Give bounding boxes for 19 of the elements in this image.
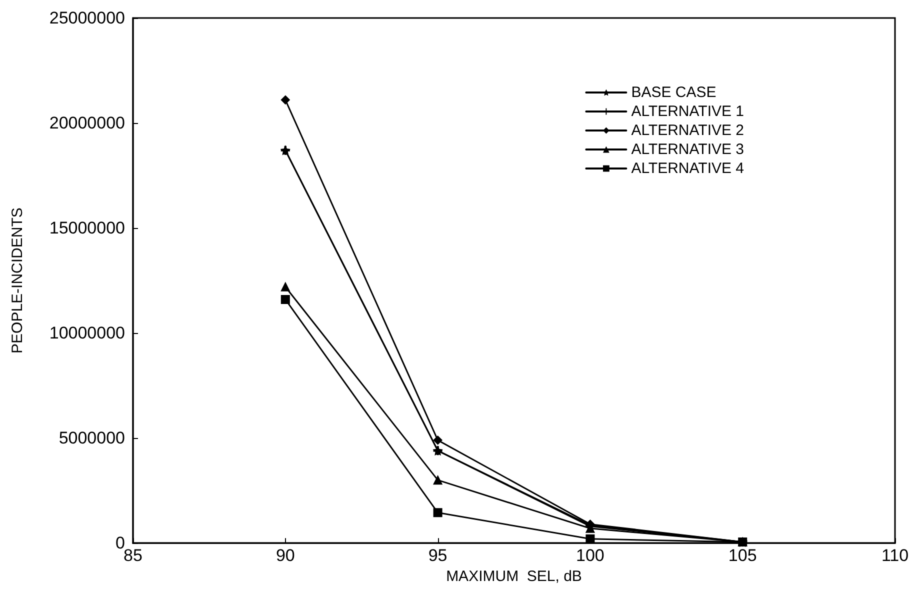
x-tick-label: 110 xyxy=(881,546,909,566)
y-tick-label: 5000000 xyxy=(58,428,125,448)
x-axis-title: MAXIMUM SEL, dB xyxy=(446,568,582,585)
x-tick-label: 100 xyxy=(576,546,604,566)
y-tick-label: 20000000 xyxy=(49,114,125,133)
x-tick-label: 105 xyxy=(728,546,757,566)
legend-label: ALTERNATIVE 4 xyxy=(631,160,744,177)
y-tick-label: 25000000 xyxy=(49,8,125,28)
y-tick-label: 15000000 xyxy=(49,218,125,238)
y-tick-label: 0 xyxy=(116,534,125,553)
x-tick-label: 95 xyxy=(428,546,448,566)
legend-label: ALTERNATIVE 3 xyxy=(631,141,744,158)
y-axis-title: PEOPLE-INCIDENTS xyxy=(9,208,26,354)
legend-label: ALTERNATIVE 2 xyxy=(631,122,744,139)
x-tick-label: 85 xyxy=(124,546,142,566)
y-tick-label: 10000000 xyxy=(49,324,125,343)
x-tick-label: 90 xyxy=(276,546,295,566)
legend-label: ALTERNATIVE 1 xyxy=(631,103,744,120)
legend-label: BASE CASE xyxy=(631,84,716,101)
